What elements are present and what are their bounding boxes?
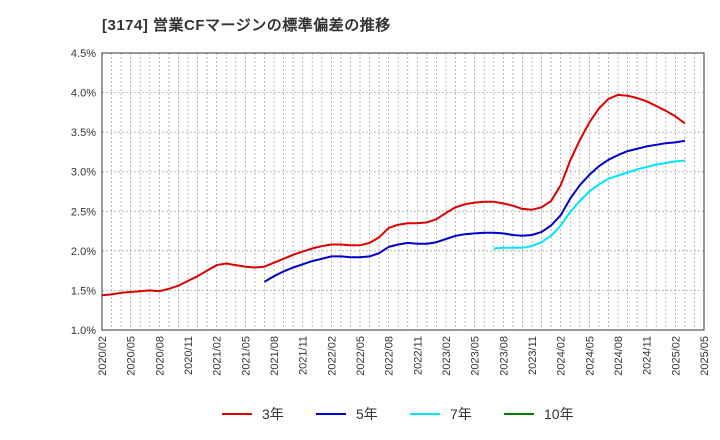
x-tick-label: 2024/11 [642, 336, 654, 375]
x-tick-label: 2023/11 [527, 336, 539, 375]
series-lines [101, 93, 686, 297]
legend: 3年 5年 7年 10年 [222, 406, 574, 422]
x-tick-label: 2020/05 [126, 336, 138, 376]
x-tick-label: 2022/02 [326, 336, 338, 376]
y-tick-label: 1.5% [71, 285, 96, 297]
x-axis-ticks: 2020/02 2020/05 2020/08 2020/11 2021/02 2021/… [97, 336, 711, 376]
x-tick-label: 2023/08 [498, 336, 510, 376]
legend-label: 7年 [450, 406, 472, 422]
x-tick-label: 2022/08 [384, 336, 396, 376]
y-axis-ticks: 1.0% 1.5% 2.0% 2.5% 3.0% 3.5% 4.0% 4.5% [71, 48, 96, 337]
x-tick-label: 2020/08 [154, 336, 166, 376]
x-tick-label: 2020/11 [183, 336, 195, 375]
series-line-5年 [263, 139, 686, 283]
x-tick-label: 2024/05 [584, 336, 596, 376]
x-tick-label: 2021/08 [269, 336, 281, 376]
x-tick-label: 2024/02 [556, 336, 568, 376]
x-tick-label: 2024/08 [613, 336, 625, 376]
x-tick-label: 2022/11 [412, 336, 424, 375]
y-tick-label: 2.5% [71, 206, 96, 218]
x-tick-label: 2023/02 [441, 336, 453, 376]
y-tick-label: 3.0% [71, 167, 96, 179]
grid [102, 52, 704, 331]
y-tick-label: 1.0% [71, 325, 96, 337]
x-tick-label: 2023/05 [470, 336, 482, 376]
x-tick-label: 2021/05 [240, 336, 252, 376]
legend-label: 3年 [262, 406, 284, 422]
x-tick-label: 2022/05 [355, 336, 367, 376]
y-tick-label: 4.5% [71, 48, 96, 60]
chart-title: [3174] 営業CFマージンの標準偏差の推移 [102, 17, 391, 34]
x-tick-label: 2021/02 [212, 336, 224, 376]
x-tick-label: 2025/05 [699, 336, 711, 376]
series-line-3年 [101, 93, 686, 297]
legend-label: 5年 [356, 406, 378, 422]
x-tick-label: 2021/11 [298, 336, 310, 375]
legend-label: 10年 [544, 406, 574, 422]
x-tick-label: 2025/02 [670, 336, 682, 376]
y-tick-label: 3.5% [71, 127, 96, 139]
y-tick-label: 4.0% [71, 88, 96, 100]
plot-frame [101, 52, 705, 331]
y-tick-label: 2.0% [71, 246, 96, 258]
series-line-7年 [493, 159, 685, 250]
x-tick-label: 2020/02 [97, 336, 109, 376]
